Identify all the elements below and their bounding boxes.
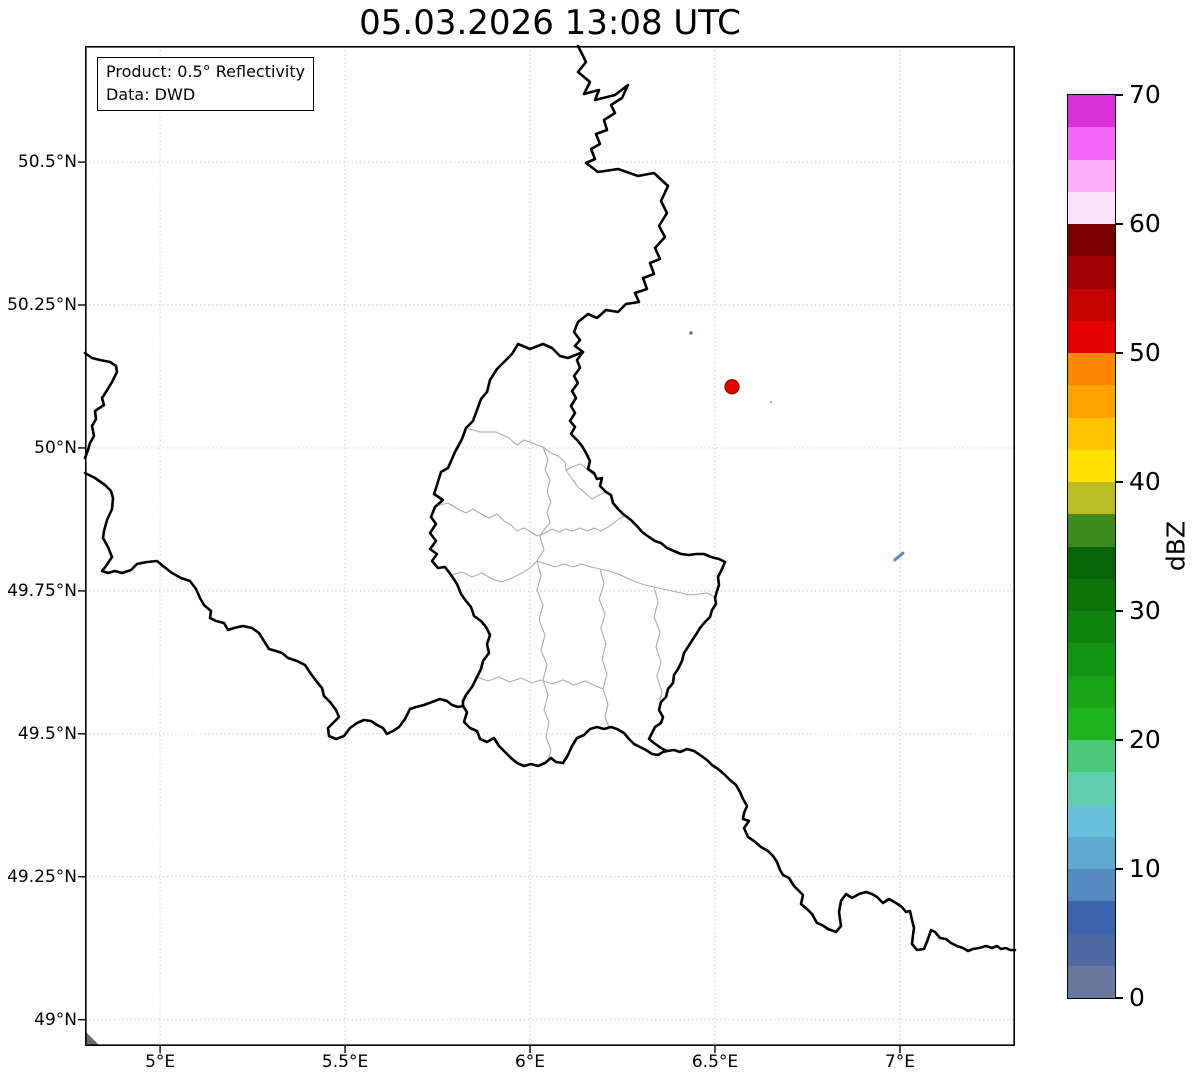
colorbar-tick-label: 30	[1129, 595, 1161, 625]
country-borders	[83, 44, 1017, 953]
y-tick-label: 50°N	[34, 437, 77, 458]
x-tick-label: 7°E	[884, 1052, 915, 1072]
colorbar-segment	[1068, 288, 1115, 321]
canton-line-grevenmacher	[653, 586, 663, 701]
colorbar-tick-label: 20	[1129, 724, 1161, 754]
colorbar-segment	[1068, 385, 1115, 418]
colorbar-segment	[1068, 578, 1115, 611]
colorbar-segment	[1068, 707, 1115, 740]
product-annotation-box: Product: 0.5° Reflectivity Data: DWD	[97, 57, 315, 112]
colorbar-segment	[1068, 353, 1115, 386]
colorbar-tick-mark	[1115, 481, 1123, 483]
map-corner-artifact	[85, 1031, 100, 1046]
colorbar-segment	[1068, 675, 1115, 708]
map-canvas	[78, 44, 1017, 1053]
colorbar-segment	[1068, 417, 1115, 450]
annotation-data-line: Data: DWD	[106, 85, 196, 105]
colorbar-segment	[1068, 933, 1115, 966]
border-france-belgium-givet	[83, 351, 119, 460]
canton-borders	[435, 427, 716, 761]
colorbar-segment	[1068, 901, 1115, 934]
border-luxembourg-france	[461, 704, 669, 768]
radar-echo-streak	[893, 551, 905, 562]
axis-tick-marks	[78, 161, 901, 1053]
colorbar-segment	[1068, 740, 1115, 773]
x-tick-label: 6°E	[514, 1052, 546, 1072]
colorbar-segment	[1068, 256, 1115, 289]
y-tick-label: 49°N	[34, 1009, 77, 1030]
colorbar-segment	[1068, 772, 1115, 805]
border-france-belgium	[83, 471, 465, 741]
colorbar-tick-label: 0	[1129, 982, 1145, 1012]
x-tick-label: 5°E	[145, 1052, 176, 1072]
colorbar-segment	[1068, 224, 1115, 257]
border-luxembourg-belgium	[428, 342, 585, 708]
map-frame	[85, 46, 1016, 1047]
y-tick-label: 50.25°N	[7, 295, 77, 315]
y-tick-label: 49.5°N	[17, 723, 77, 744]
colorbar-segment	[1068, 611, 1115, 644]
radar-echo-pixel	[769, 401, 772, 404]
canton-line-central-vertical	[536, 560, 552, 761]
radar-echo-pixel	[689, 331, 693, 335]
x-tick-label: 6.5°E	[691, 1052, 739, 1072]
border-france-germany	[665, 747, 1017, 953]
colorbar-segment	[1068, 836, 1115, 869]
colorbar-tick-mark	[1115, 868, 1123, 870]
colorbar-tick-label: 70	[1129, 79, 1161, 109]
colorbar: 0 10 20 30 40 50 60 70	[1067, 80, 1161, 1012]
canton-line-wiltz-south	[435, 502, 632, 537]
colorbar-tick-label: 10	[1129, 853, 1161, 883]
radar-echoes	[689, 331, 905, 562]
canton-line-mid-horizontal	[536, 560, 716, 598]
colorbar-segment	[1068, 449, 1115, 482]
colorbar-tick-label: 40	[1129, 466, 1161, 496]
gridlines	[85, 46, 1015, 1046]
figure-title: 05.03.2026 13:08 UTC	[359, 3, 741, 43]
canton-line-north-vertical	[536, 446, 552, 562]
canton-line-redange	[450, 560, 538, 583]
colorbar-tick-label: 50	[1129, 337, 1161, 367]
colorbar-tick-mark	[1115, 352, 1123, 354]
colorbar-axis-label: dBZ	[1161, 520, 1191, 572]
colorbar-tick-mark	[1115, 997, 1123, 999]
radar-site-dot	[724, 379, 740, 395]
y-tick-label: 49.25°N	[7, 866, 77, 887]
canton-line-south-horizontal	[476, 676, 604, 690]
x-tick-label: 5.5°E	[321, 1052, 369, 1072]
colorbar-segment	[1068, 482, 1115, 515]
colorbar-segment	[1068, 804, 1115, 837]
colorbar-tick-mark	[1115, 94, 1123, 96]
colorbar-segment	[1068, 95, 1115, 128]
canton-line-east-vertical	[598, 568, 610, 728]
y-tick-label: 49.75°N	[7, 580, 77, 601]
colorbar-tick-label: 60	[1129, 208, 1161, 238]
canton-line-vianden	[565, 469, 607, 500]
y-tick-label: 50.5°N	[17, 152, 77, 173]
annotation-product-line: Product: 0.5° Reflectivity	[106, 62, 306, 81]
border-belgium-germany	[572, 44, 670, 354]
colorbar-segment	[1068, 643, 1115, 676]
colorbar-tick-mark	[1115, 610, 1123, 612]
colorbar-segment	[1068, 159, 1115, 192]
colorbar-segment	[1068, 514, 1115, 547]
colorbar-segment	[1068, 191, 1115, 224]
radar-site-marker	[724, 379, 740, 395]
border-luxembourg-germany	[568, 350, 727, 753]
colorbar-segment	[1068, 127, 1115, 160]
colorbar-tick-mark	[1115, 739, 1123, 741]
colorbar-segment	[1068, 320, 1115, 353]
colorbar-segment	[1068, 546, 1115, 579]
colorbar-segment	[1068, 965, 1115, 998]
canton-line-clervaux-south	[465, 427, 594, 476]
colorbar-tick-mark	[1115, 223, 1123, 225]
colorbar-segment	[1068, 869, 1115, 902]
